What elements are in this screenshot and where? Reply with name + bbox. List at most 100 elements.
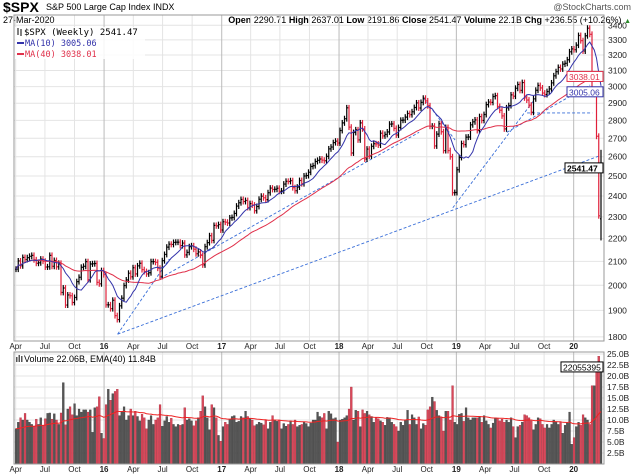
volume-bar: [57, 424, 60, 465]
volume-bar: [399, 422, 402, 465]
x-tick-label: Jul: [40, 465, 50, 474]
ohlc-bar: [226, 219, 229, 226]
volume-bar: [64, 424, 67, 465]
volume-bar: [548, 427, 551, 465]
ohlc-bar: [480, 113, 483, 124]
ohlc-bar: [357, 126, 360, 143]
volume-bar: [534, 424, 537, 465]
volume-bar: [590, 385, 594, 465]
volume-bar: [343, 417, 346, 465]
volume-bar: [278, 419, 281, 465]
x-tick-label: Oct: [421, 342, 434, 351]
volume-axis: 2.5B5.0B7.5B10.0B12.5B15.0B17.5B20.0B22.…: [607, 349, 630, 458]
ohlc-bar: [422, 95, 425, 106]
ohlc-bar: [287, 178, 290, 185]
volume-bar: [498, 420, 501, 465]
volume-bar: [494, 417, 497, 465]
volume-bar: [271, 415, 274, 465]
volume-bar: [370, 416, 373, 465]
ohlc-bar: [451, 153, 454, 196]
ohlc-bar: [123, 282, 126, 302]
ohlc-bar: [107, 301, 110, 308]
volume-bar: [440, 417, 443, 465]
volume-bar: [66, 408, 69, 465]
ohlc-bar: [453, 189, 456, 196]
volume-bar: [541, 424, 544, 465]
ohlc-bar: [354, 126, 357, 136]
price-tick-label: 3400: [608, 20, 627, 30]
volume-bar: [300, 424, 303, 465]
x-tick-label: Jul: [509, 342, 519, 351]
x-tick-label: Oct: [186, 342, 199, 351]
volume-bar: [48, 412, 51, 465]
volume-bar: [194, 420, 198, 465]
volume-bar: [73, 403, 76, 465]
ohlc-bar: [350, 124, 353, 156]
price-tick-label: 2000: [608, 280, 627, 290]
ohlc-bar: [305, 172, 308, 179]
volume-bar: [419, 428, 423, 465]
volume-bar: [143, 417, 146, 465]
volume-bar: [118, 415, 121, 465]
ohlc-bar: [537, 82, 540, 94]
volume-bar: [176, 424, 180, 465]
ohlc-bar: [550, 79, 553, 92]
volume-bar: [188, 418, 191, 465]
volume-bar: [89, 409, 92, 465]
legend-ma10: MA(10) 3005.06: [25, 39, 97, 49]
volume-bar: [467, 417, 470, 465]
ohlc-bar: [206, 239, 209, 250]
volume-bar: [559, 422, 562, 465]
ohlc-bar: [69, 292, 72, 299]
volume-bar: [156, 417, 159, 465]
volume-bar: [473, 417, 477, 465]
volume-bar: [381, 422, 384, 465]
ohlc-bar: [318, 156, 321, 164]
ohlc-bar: [273, 186, 276, 193]
volume-bar: [570, 444, 573, 465]
volume-bar: [320, 417, 324, 465]
ohlc-bar: [487, 99, 490, 108]
volume-bar: [476, 417, 479, 465]
high-value: 2637.01: [311, 15, 344, 25]
legend-symbol: $SPX (Weekly) 2541.47: [24, 28, 138, 38]
ohlc-bar: [359, 119, 362, 143]
volume-bar: [446, 411, 450, 465]
ohlc-bar: [494, 92, 497, 100]
ohlc-bar: [532, 95, 535, 116]
volume-bar: [273, 419, 276, 465]
x-tick-label: Apr: [244, 342, 257, 351]
volume-bar: [221, 426, 225, 465]
ohlc-bar: [573, 45, 576, 53]
ohlc-bar: [474, 116, 477, 125]
volume-bar: [111, 393, 114, 465]
price-tick-label: 3000: [608, 82, 627, 92]
volume-bar: [532, 429, 535, 465]
volume-bar: [134, 411, 137, 465]
volume-bar: [572, 437, 576, 465]
ohlc-bar: [521, 79, 524, 94]
ohlc-bar: [408, 110, 411, 118]
ohlc-bar: [314, 158, 317, 169]
ohlc-bar: [116, 312, 119, 323]
chg-label: Chg: [524, 15, 542, 25]
volume-bar: [379, 420, 382, 465]
brand-watermark: @StockCharts.com: [553, 2, 631, 12]
volume-bar: [136, 416, 139, 465]
volume-bar: [172, 424, 175, 465]
ohlc-bar: [435, 131, 438, 149]
ohlc-bar: [289, 177, 292, 185]
volume-bar: [210, 404, 213, 465]
volume-bar: [588, 424, 591, 465]
last-volume-label: 22055395: [563, 362, 601, 372]
volume-bar: [53, 413, 56, 465]
volume-bar: [190, 420, 193, 465]
ohlc-bar: [386, 129, 389, 138]
x-tick-label: 20: [569, 465, 578, 474]
volume-bar: [32, 426, 36, 465]
volume-bar: [167, 422, 171, 465]
volume-legend-text: Volume 22.06B, EMA(40) 11.84B: [24, 354, 156, 364]
open-label: Open: [228, 15, 252, 25]
x-tick-label: Jul: [275, 342, 285, 351]
